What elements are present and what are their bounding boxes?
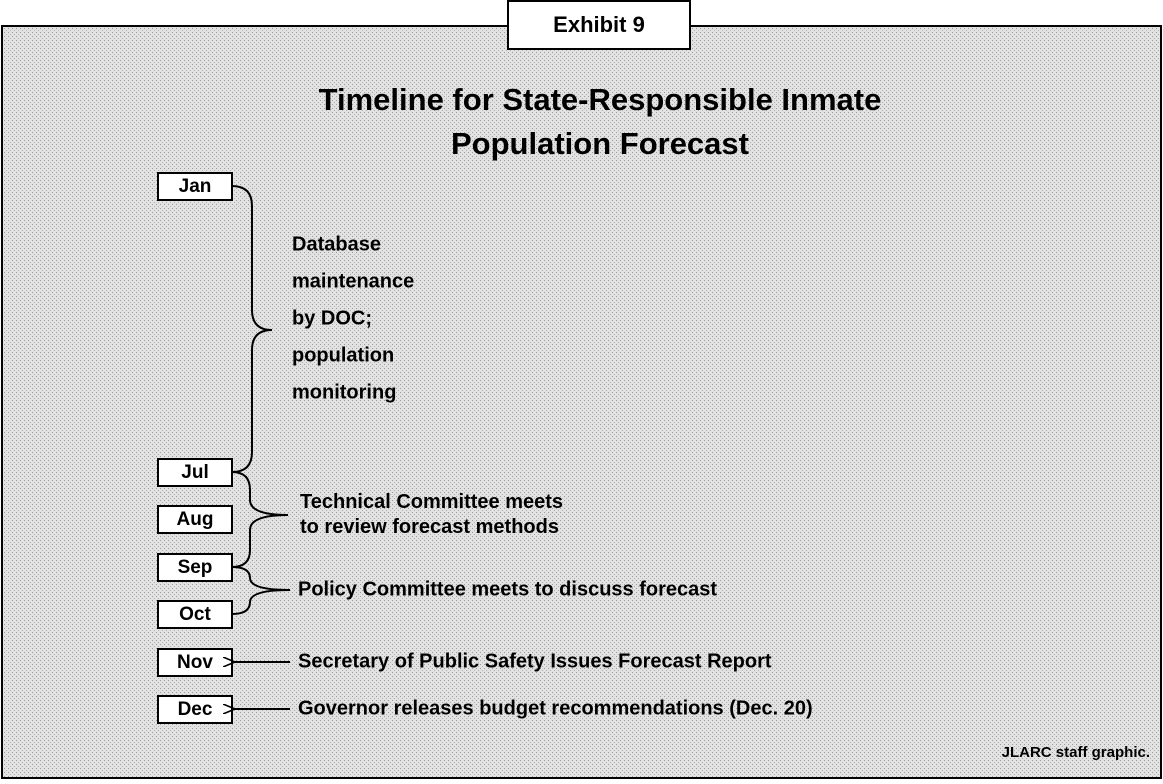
- events: Database maintenance by DOC; population moni…: [292, 233, 813, 719]
- event-text: maintenance: [292, 270, 414, 292]
- event-text: Database: [292, 233, 381, 255]
- month-label: Aug: [177, 509, 214, 530]
- event-text: Secretary of Public Safety Issues Foreca…: [298, 650, 772, 672]
- month-box: [157, 695, 233, 724]
- month-box: [157, 505, 233, 534]
- event-text: Governor releases budget recommendations…: [298, 697, 813, 719]
- month-box: [157, 172, 233, 201]
- title: Timeline for State-Responsible Inmate: [319, 82, 882, 117]
- exhibit-label: Exhibit 9: [553, 12, 645, 37]
- months: Jan Jul Aug Sep Oct Nov Dec: [157, 172, 233, 724]
- month-box: [157, 600, 233, 629]
- brace: [231, 185, 273, 473]
- title: Population Forecast: [451, 126, 749, 161]
- connectors: [231, 185, 291, 709]
- brace: [231, 471, 289, 568]
- brace: [231, 566, 291, 615]
- month-label: Nov: [177, 652, 213, 673]
- event-text: population: [292, 344, 394, 366]
- month-label: Jan: [179, 176, 212, 197]
- month-label: Jul: [181, 462, 208, 483]
- source: JLARC staff graphic.: [1002, 744, 1150, 761]
- month-label: Sep: [178, 557, 213, 578]
- event-text: monitoring: [292, 381, 396, 403]
- month-label: Dec: [178, 699, 213, 720]
- event-text: by DOC;: [292, 307, 372, 329]
- event-text: Technical Committee meets: [300, 491, 563, 513]
- month-label: Oct: [179, 604, 211, 625]
- event-text: Policy Committee meets to discuss foreca…: [298, 578, 717, 600]
- exhibit-box: [507, 0, 691, 50]
- event-text: to review forecast methods: [300, 516, 559, 538]
